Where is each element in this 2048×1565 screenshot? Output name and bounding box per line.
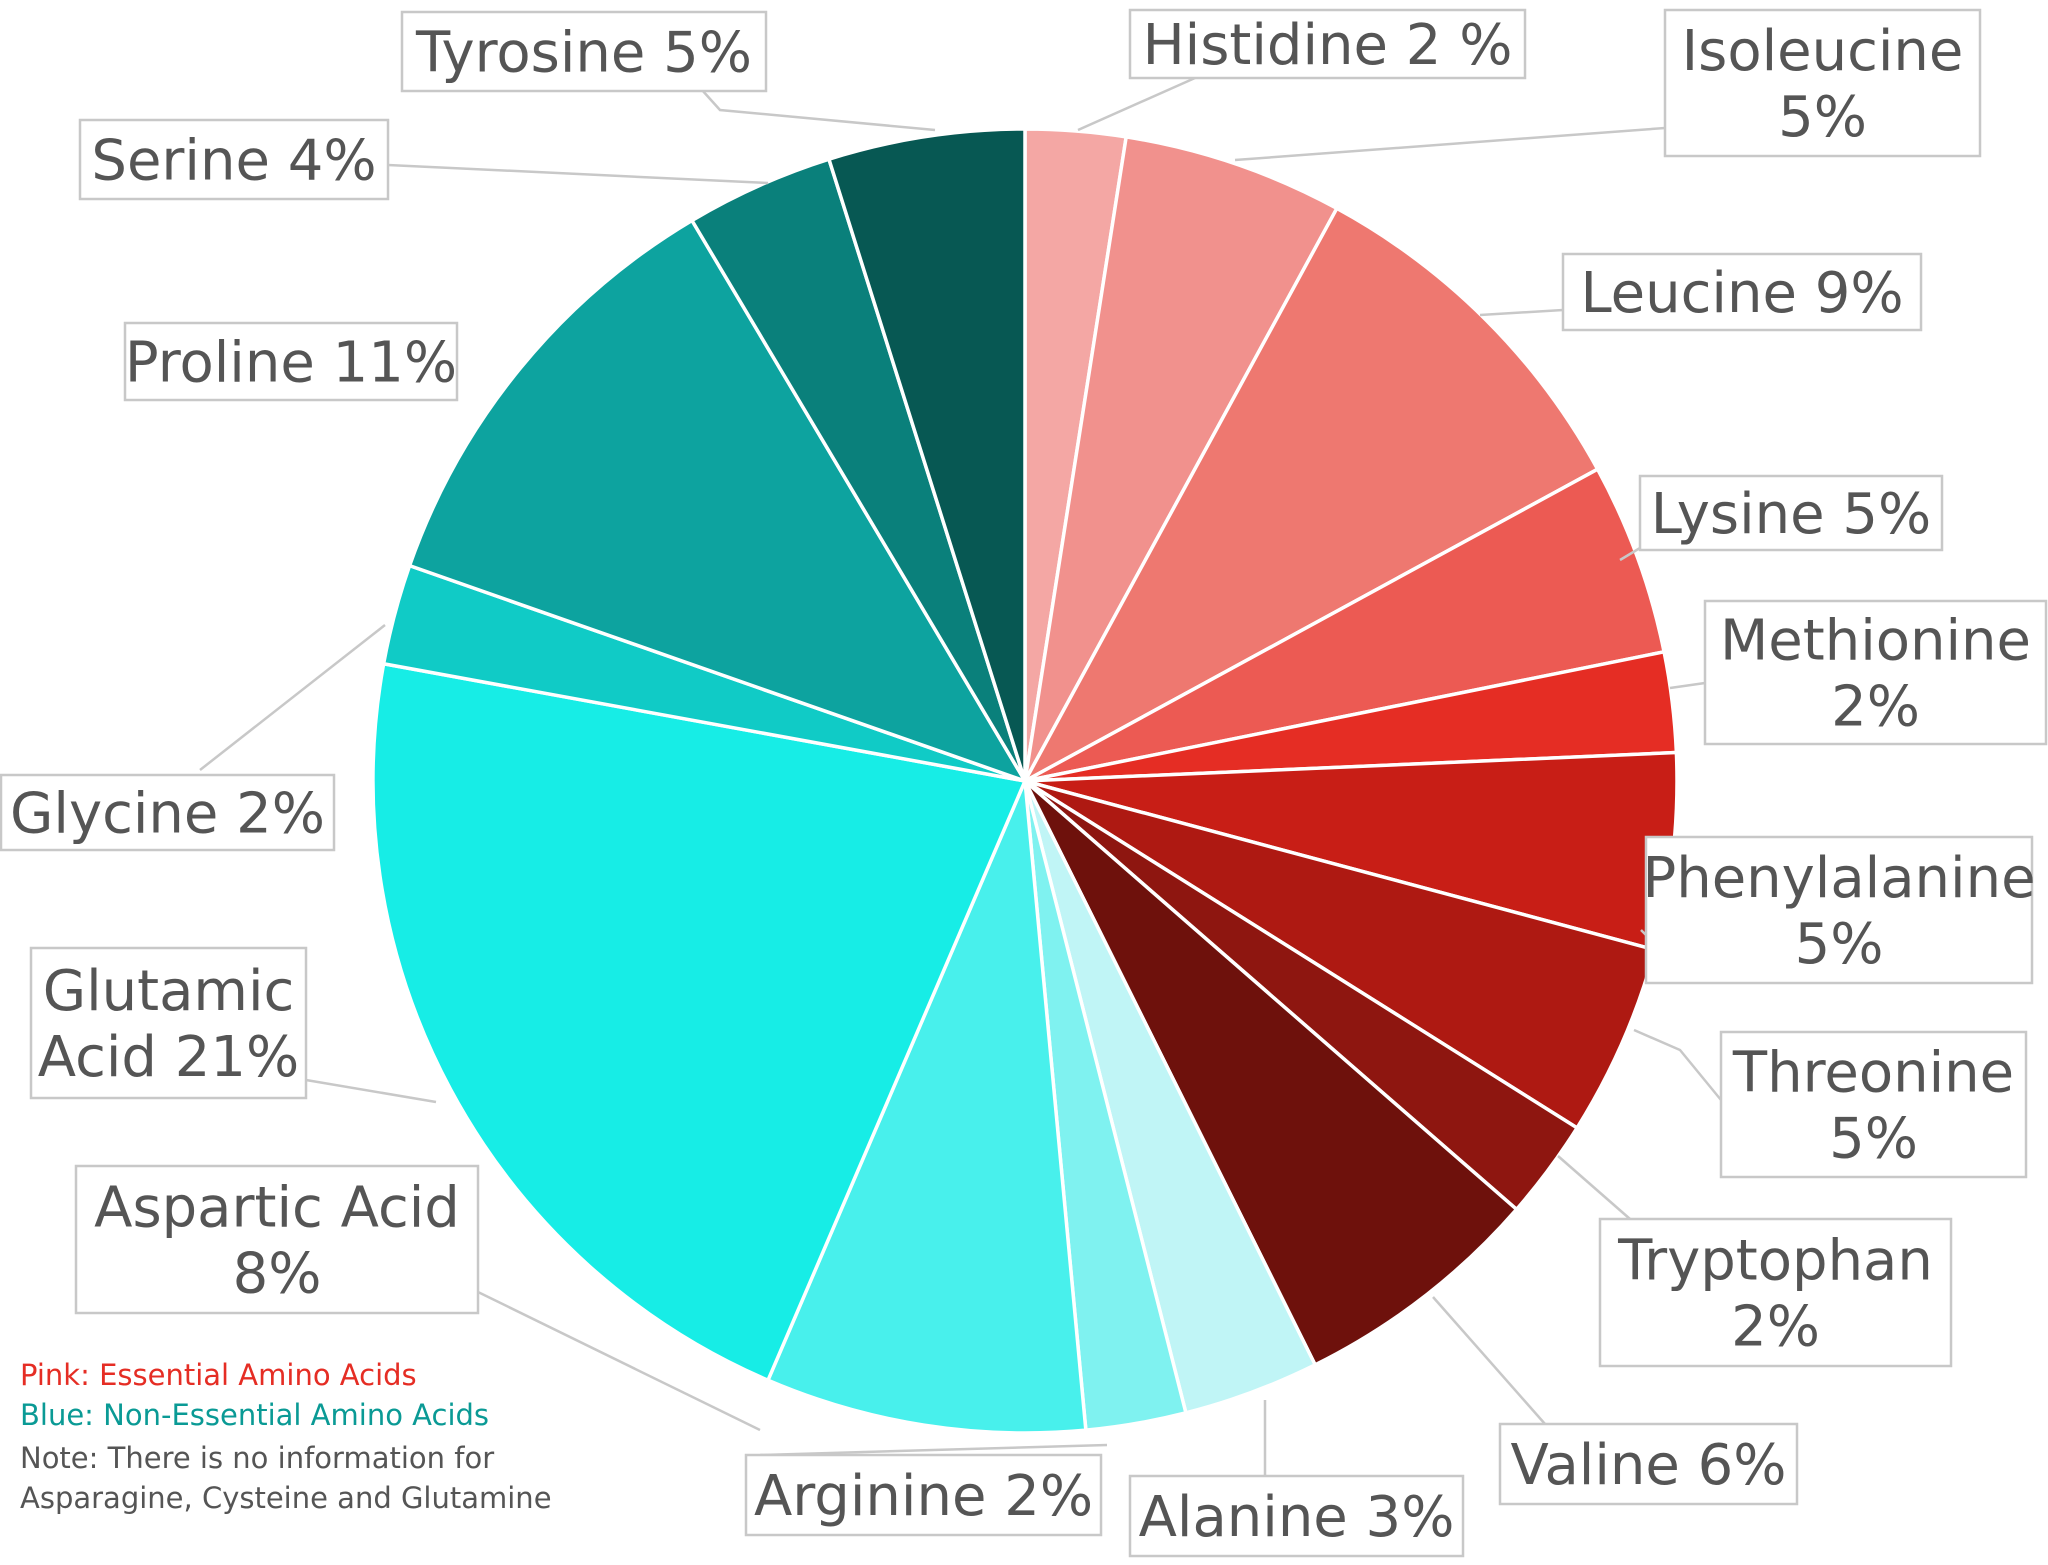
label-text-methionine: 2%: [1831, 675, 1920, 740]
label-box-proline: [123, 321, 459, 402]
leader-line-tryptophan: [1557, 1155, 1631, 1220]
label-text-valine: Valine 6%: [1511, 1433, 1787, 1498]
label-text-isoleucine: Isoleucine: [1682, 19, 1964, 84]
label-box-tryptophan: [1598, 1217, 1953, 1368]
label-box-aspartic: [74, 1164, 480, 1315]
pie-slice-tyrosine: [827, 127, 1027, 783]
legend-non-essential: Blue: Non-Essential Amino Acids: [20, 1398, 490, 1432]
label-box-alanine: [1128, 1474, 1465, 1558]
label-box-glycine: [0, 773, 336, 852]
leader-line-threonine: [1633, 1028, 1722, 1101]
label-text-isoleucine: 5%: [1778, 85, 1867, 150]
leader-line-leucine: [1479, 308, 1564, 317]
label-text-leucine: Leucine 9%: [1580, 261, 1903, 326]
pie-slice-glutamic: [371, 662, 1027, 1382]
label-text-histidine: Histidine 2 %: [1143, 13, 1513, 78]
label-text-glutamic: Acid 21%: [38, 1025, 300, 1090]
pie-slice-lysine: [1023, 467, 1666, 783]
label-box-isoleucine: [1663, 8, 1982, 158]
leader-line-methionine: [1669, 681, 1706, 690]
label-box-histidine: [1128, 8, 1527, 80]
legend-essential: Pink: Essential Amino Acids: [20, 1358, 417, 1392]
label-text-tryptophan: 2%: [1731, 1295, 1820, 1360]
label-text-threonine: Threonine: [1732, 1041, 2014, 1106]
label-box-phenylalanine: [1644, 835, 2034, 985]
leader-line-glycine: [199, 624, 386, 771]
leader-line-arginine: [759, 1443, 1108, 1457]
label-text-phenylalanine: 5%: [1795, 912, 1884, 977]
leader-line-aspartic: [477, 1290, 761, 1432]
pie-slice-isoleucine: [1023, 135, 1339, 783]
note-line-2: Asparagine, Cysteine and Glutamine: [20, 1481, 552, 1515]
label-box-tyrosine: [400, 10, 768, 93]
label-box-methionine: [1703, 599, 2048, 746]
label-text-tyrosine: Tyrosine 5%: [415, 21, 752, 86]
label-text-glutamic: Glutamic: [43, 959, 295, 1024]
label-text-alanine: Alanine 3%: [1139, 1485, 1455, 1550]
label-box-leucine: [1561, 252, 1923, 332]
leader-line-lysine: [1619, 546, 1641, 562]
leader-line-serine: [387, 163, 769, 185]
label-text-proline: Proline 11%: [125, 331, 457, 396]
label-box-threonine: [1719, 1030, 2028, 1179]
label-text-lysine: Lysine 5%: [1651, 482, 1932, 547]
leader-line-valine: [1432, 1296, 1546, 1425]
leader-line-isoleucine: [1234, 126, 1666, 162]
label-text-aspartic: Aspartic Acid: [94, 1176, 460, 1241]
leader-line-histidine: [1077, 76, 1196, 132]
label-text-serine: Serine 4%: [91, 129, 376, 194]
pie-slice-leucine: [1023, 206, 1600, 783]
pie-slices: [371, 127, 1679, 1435]
label-text-glycine: Glycine 2%: [10, 782, 325, 847]
pie-slice-valine: [1023, 779, 1519, 1367]
note-line-1: Note: There is no information for: [20, 1441, 495, 1475]
label-text-phenylalanine: Phenylalanine: [1642, 846, 2035, 911]
label-box-serine: [78, 118, 390, 201]
leader-line-glutamic: [305, 1078, 437, 1104]
label-box-glutamic: [29, 946, 308, 1100]
pie-slice-aspartic: [766, 779, 1088, 1435]
label-text-methionine: Methionine: [1720, 609, 2031, 674]
label-box-lysine: [1638, 474, 1944, 552]
label-text-arginine: Arginine 2%: [754, 1464, 1093, 1529]
label-box-valine: [1498, 1422, 1799, 1506]
label-text-tryptophan: Tryptophan: [1617, 1229, 1933, 1294]
label-text-aspartic: 8%: [233, 1242, 322, 1307]
pie-slice-proline: [407, 218, 1027, 783]
label-box-arginine: [744, 1453, 1103, 1537]
leader-line-tyrosine: [701, 89, 936, 132]
label-text-threonine: 5%: [1829, 1107, 1918, 1172]
